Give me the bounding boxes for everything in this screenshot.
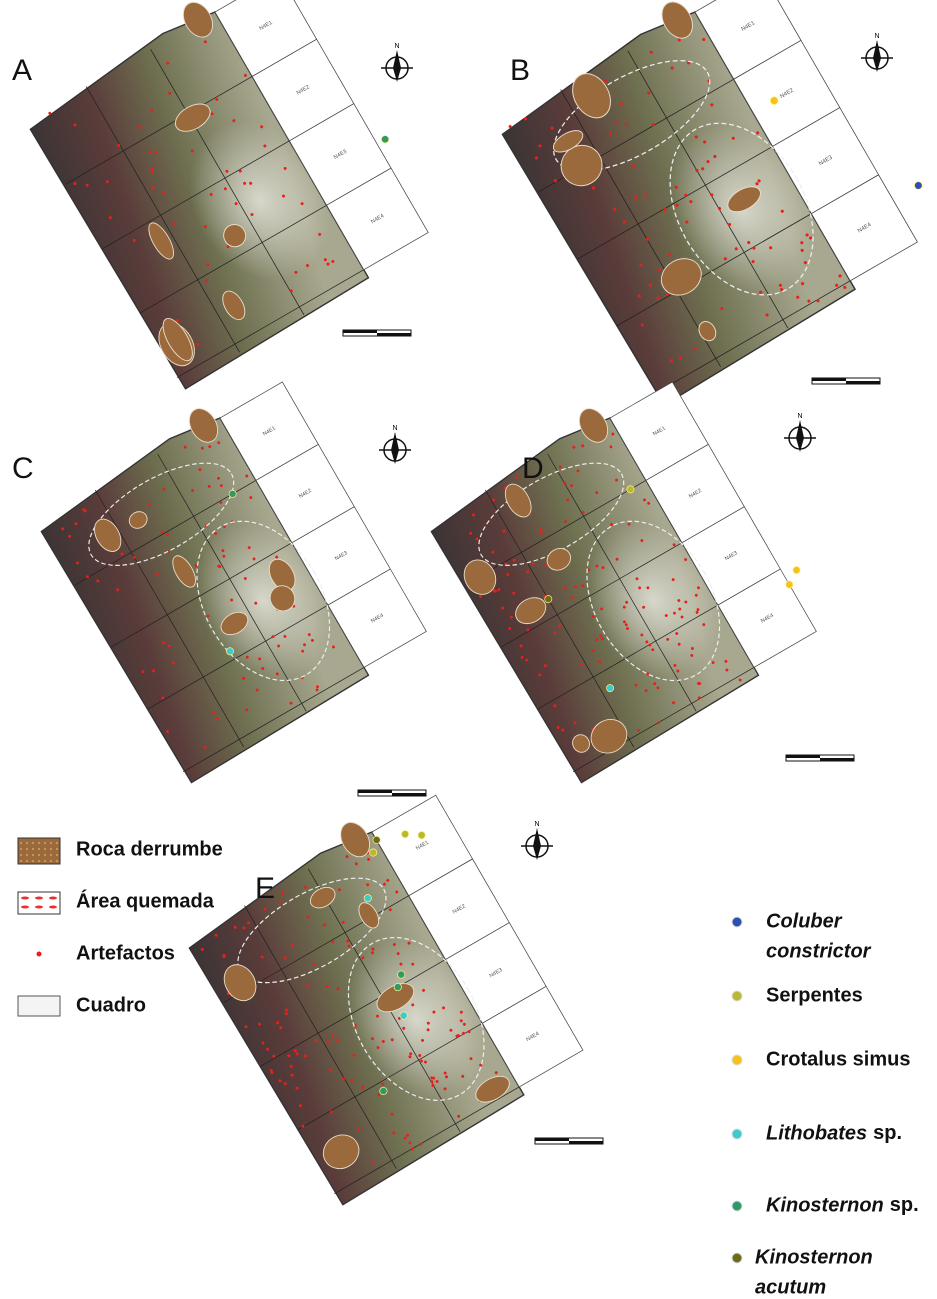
north-arrow: N [379, 425, 411, 464]
north-label: N [874, 33, 879, 40]
species-swatch [732, 1055, 742, 1065]
legend-swatch [18, 996, 60, 1016]
species-swatch [732, 1201, 742, 1211]
north-arrow: N [861, 33, 893, 72]
panel-label: E [255, 872, 275, 905]
species-swatch [732, 991, 742, 1001]
north-label: N [392, 425, 397, 432]
scale-bar-seg [392, 793, 426, 796]
panel-label: C [12, 452, 34, 485]
species-dot [792, 565, 802, 575]
species-swatch [732, 1129, 742, 1139]
legend-label: Cuadro [76, 994, 146, 1016]
legend-dash [49, 906, 57, 909]
species-label: acutum [755, 1276, 826, 1298]
scale-bar [358, 790, 426, 796]
species-dot [913, 180, 924, 191]
species-label: Coluber [766, 910, 843, 932]
scale-bar-seg [358, 790, 392, 793]
species-swatch [732, 917, 742, 927]
species-label: Kinosternonsp. [766, 1194, 919, 1216]
scale-bar-seg [569, 1141, 603, 1144]
species-label: Serpentes [766, 984, 863, 1006]
compass-needle [391, 432, 399, 464]
scale-bar-seg [820, 758, 854, 761]
legend: Roca derrumbe Área quemada Artefactos Cuadr… [18, 838, 223, 1016]
species-label: Lithobatessp. [766, 1122, 902, 1144]
legend-dash [35, 897, 43, 900]
scale-bar [535, 1138, 603, 1144]
compass-needle [796, 420, 804, 452]
scale-bar [343, 330, 411, 336]
legend-dash [21, 906, 29, 909]
north-label: N [394, 43, 399, 50]
panel-label: A [12, 54, 32, 87]
map-panel: N4E1N4E2N4E3N4E4 [27, 365, 433, 785]
scale-bar-seg [812, 378, 846, 381]
compass-needle [533, 828, 541, 860]
north-label: N [797, 413, 802, 420]
scale-bar [812, 378, 880, 384]
scale-bar-seg [377, 333, 411, 336]
species-label: Kinosternon [755, 1246, 873, 1268]
species-swatch [732, 1253, 742, 1263]
legend-label: Área quemada [76, 889, 215, 912]
species-dot [380, 134, 390, 144]
species-suffix: sp. [873, 1122, 902, 1144]
scale-bar-seg [846, 381, 880, 384]
panel-label: B [510, 54, 530, 87]
north-arrow: N [381, 43, 413, 82]
legend-dot [37, 952, 42, 957]
species-label: Crotalus simus [766, 1048, 910, 1070]
legend-label: Artefactos [76, 942, 175, 964]
legend-dash [21, 897, 29, 900]
north-label: N [534, 821, 539, 828]
compass-needle [393, 50, 401, 82]
scale-bar-seg [535, 1138, 569, 1141]
legend-swatch [18, 892, 60, 914]
panel-label: D [522, 452, 544, 485]
species-label: constrictor [766, 940, 872, 962]
scale-bar-seg [786, 755, 820, 758]
north-arrow: N [521, 821, 553, 860]
figure: N4E1N4E2N4E3N4E4ANN4E1N4E2N4E3N4E4BNN4E1… [0, 0, 937, 1299]
legend-label: Roca derrumbe [76, 838, 223, 860]
compass-needle [873, 40, 881, 72]
species-suffix: sp. [890, 1194, 919, 1216]
scale-bar [786, 755, 854, 761]
map-panel: N4E1N4E2N4E3N4E4 [175, 778, 590, 1207]
legend-swatch [18, 838, 60, 864]
scale-bar-seg [343, 330, 377, 333]
map-panel: N4E1N4E2N4E3N4E4 [487, 0, 937, 407]
legend-dash [35, 906, 43, 909]
north-arrow: N [784, 413, 816, 452]
legend-dash [49, 897, 57, 900]
